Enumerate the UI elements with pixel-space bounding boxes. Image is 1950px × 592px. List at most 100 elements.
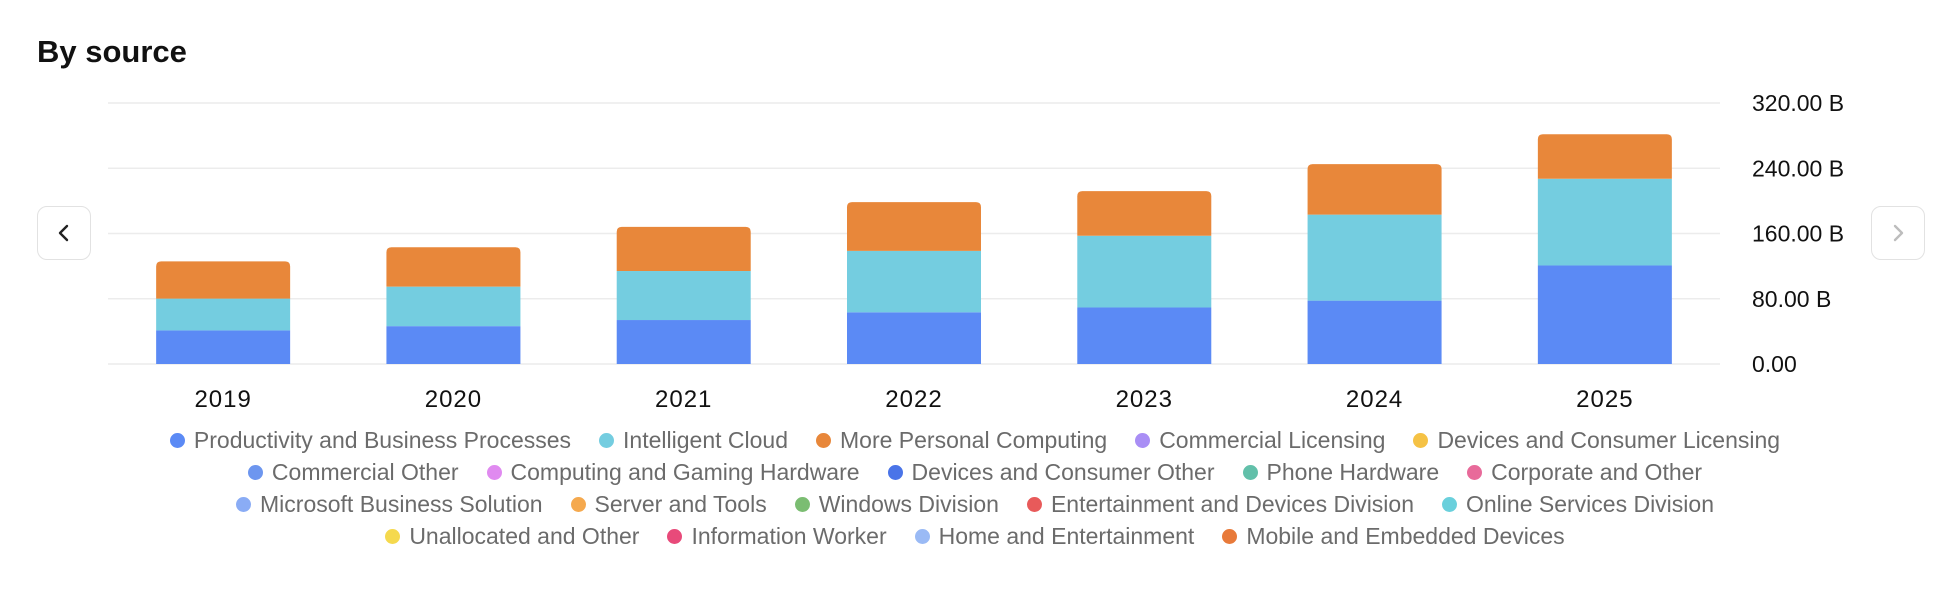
- legend-row: Microsoft Business Solution Server and To…: [60, 492, 1890, 517]
- legend-label: Server and Tools: [594, 491, 767, 517]
- legend-label: Information Worker: [691, 523, 887, 549]
- legend-label: Microsoft Business Solution: [260, 491, 543, 517]
- legend-dot: [169, 433, 185, 448]
- bar-segment: [1077, 235, 1212, 308]
- stacked-bar-chart: 0.00 80.00 B 160.00 B 240.00 B 320.00 B 2019 2…: [108, 90, 1844, 413]
- chevron-left-icon: [58, 224, 69, 242]
- legend-label: Mobile and Embedded Devices: [1246, 523, 1565, 549]
- legend-dot: [914, 529, 930, 544]
- legend-item[interactable]: Commercial Licensing: [1135, 428, 1385, 453]
- x-tick-label: 2021: [655, 386, 712, 413]
- legend-item[interactable]: Devices and Consumer Other: [887, 459, 1215, 485]
- legend-dot: [1467, 465, 1483, 480]
- legend-dot: [247, 465, 263, 480]
- bar-segment: [1077, 307, 1212, 364]
- legend-dot: [385, 529, 401, 544]
- x-tick-label: 2019: [194, 386, 251, 413]
- legend-label: Windows Division: [818, 491, 999, 517]
- x-tick-label: 2025: [1576, 386, 1633, 413]
- legend-label: Home and Entertainment: [938, 523, 1195, 549]
- legend-label: Commercial Other: [271, 459, 459, 485]
- legend-label: Devices and Consumer Licensing: [1437, 427, 1781, 453]
- bar-segment: [156, 330, 291, 364]
- legend-item[interactable]: Information Worker: [667, 523, 887, 549]
- legend-row: Commercial Other Computing and Gaming Har…: [60, 460, 1890, 485]
- legend-dot: [1242, 465, 1258, 480]
- bar-segment: [386, 326, 521, 364]
- legend-dot: [1135, 433, 1151, 448]
- legend-label: Devices and Consumer Other: [911, 459, 1215, 485]
- legend-item[interactable]: Entertainment and Devices Division: [1026, 491, 1414, 517]
- chevron-right-icon: [1893, 224, 1904, 242]
- legend-dot: [599, 433, 615, 448]
- bar-segment: [847, 250, 981, 313]
- bar-segment: [847, 202, 981, 251]
- bar-segment: [156, 298, 291, 331]
- bar-segment: [616, 320, 751, 364]
- y-tick-label: 240.00 B: [1752, 155, 1844, 181]
- x-tick-label: 2022: [885, 386, 942, 413]
- legend-item[interactable]: Devices and Consumer Licensing: [1413, 428, 1780, 453]
- legend-dot: [1026, 497, 1042, 512]
- previous-button[interactable]: [37, 206, 91, 260]
- bar-segment: [1307, 214, 1442, 301]
- bar-segment: [1077, 191, 1212, 236]
- legend-dot: [1413, 433, 1429, 448]
- legend-item[interactable]: Commercial Other: [247, 459, 459, 485]
- legend-label: Phone Hardware: [1266, 459, 1440, 485]
- x-tick-label: 2024: [1346, 386, 1403, 413]
- legend-item[interactable]: Corporate and Other: [1467, 460, 1702, 485]
- bar-segment: [386, 247, 521, 287]
- legend-dot: [570, 497, 586, 512]
- legend-item[interactable]: Home and Entertainment: [914, 523, 1195, 549]
- legend-dot: [236, 497, 252, 512]
- legend-label: Unallocated and Other: [409, 523, 640, 549]
- legend-dot: [1442, 497, 1457, 512]
- legend-dot: [667, 529, 683, 544]
- legend-dot: [486, 465, 502, 480]
- bar-segment: [847, 312, 981, 364]
- bar-segment: [1537, 134, 1672, 179]
- y-tick-label: 80.00 B: [1752, 286, 1831, 312]
- legend-item[interactable]: Windows Division: [794, 491, 999, 517]
- bar-segment: [156, 261, 291, 299]
- bar-segment: [1537, 178, 1672, 266]
- y-tick-label: 320.00 B: [1752, 90, 1844, 116]
- legend-item[interactable]: Computing and Gaming Hardware: [486, 459, 860, 485]
- next-button[interactable]: [1871, 206, 1925, 260]
- legend-label: Online Services Division: [1466, 491, 1714, 517]
- x-tick-label: 2020: [425, 386, 482, 413]
- legend-dot: [1222, 529, 1238, 544]
- bar-segment: [386, 286, 521, 327]
- legend-item[interactable]: Mobile and Embedded Devices: [1222, 523, 1565, 549]
- legend-label: Computing and Gaming Hardware: [510, 459, 860, 485]
- legend-item[interactable]: Online Services Division: [1442, 492, 1714, 517]
- page-title: By source: [37, 34, 187, 69]
- bar-segment: [616, 271, 751, 321]
- legend-label: Productivity and Business Processes: [193, 427, 572, 453]
- legend-dot: [794, 497, 810, 512]
- legend-item[interactable]: Productivity and Business Processes: [169, 427, 572, 453]
- bar-segment: [1537, 265, 1672, 364]
- y-tick-label: 160.00 B: [1752, 221, 1844, 247]
- legend-label: Commercial Licensing: [1159, 427, 1386, 453]
- legend-item[interactable]: Unallocated and Other: [385, 524, 639, 549]
- legend-dot: [887, 465, 903, 480]
- legend-item[interactable]: Microsoft Business Solution: [236, 492, 543, 517]
- bar-segment: [616, 226, 751, 272]
- legend-dot: [816, 433, 831, 448]
- legend-item[interactable]: Intelligent Cloud: [599, 428, 788, 453]
- legend-label: More Personal Computing: [840, 427, 1108, 453]
- legend-label: Entertainment and Devices Division: [1050, 491, 1414, 517]
- y-tick-label: 0.00: [1752, 351, 1797, 377]
- bar-segment: [1307, 300, 1442, 364]
- legend-item[interactable]: Server and Tools: [570, 491, 767, 517]
- legend-item[interactable]: Phone Hardware: [1242, 459, 1440, 485]
- legend-label: Intelligent Cloud: [623, 427, 788, 453]
- legend-row: Unallocated and Other Information Worker H…: [60, 524, 1890, 549]
- bar-segment: [1307, 164, 1442, 215]
- legend-item[interactable]: More Personal Computing: [816, 428, 1107, 453]
- legend-label: Corporate and Other: [1491, 459, 1703, 485]
- chart-legend: Productivity and Business Processes Intel…: [60, 428, 1890, 549]
- x-tick-label: 2023: [1116, 386, 1173, 413]
